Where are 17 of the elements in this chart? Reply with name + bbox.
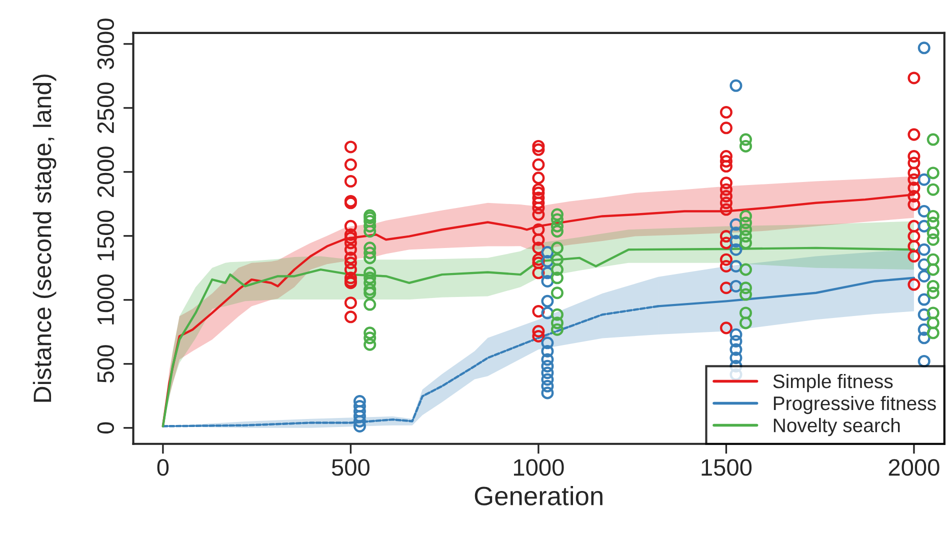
y-tick-label: 2000 bbox=[97, 146, 114, 197]
y-tick-label: 0 bbox=[97, 422, 114, 434]
x-tick-label: 1000 bbox=[514, 459, 564, 476]
y-tick-label: 2500 bbox=[97, 82, 114, 134]
y-axis-title: Distance (second stage, land) bbox=[32, 74, 56, 402]
y-tick-label: 1000 bbox=[97, 274, 114, 324]
y-tick-label: 500 bbox=[97, 345, 114, 383]
x-tick-label: 0 bbox=[157, 459, 169, 476]
x-tick-label: 2000 bbox=[888, 459, 940, 476]
legend-label: Novelty search bbox=[774, 418, 900, 436]
y-tick-label: 1500 bbox=[97, 210, 114, 260]
legend-label: Simple fitness bbox=[773, 374, 893, 392]
y-tick-label: 3000 bbox=[97, 18, 114, 70]
x-tick-label: 500 bbox=[332, 459, 370, 476]
x-axis-title: Generation bbox=[474, 486, 602, 506]
x-tick-label: 1500 bbox=[702, 459, 752, 476]
legend-label: Progressive fitness bbox=[774, 396, 936, 414]
